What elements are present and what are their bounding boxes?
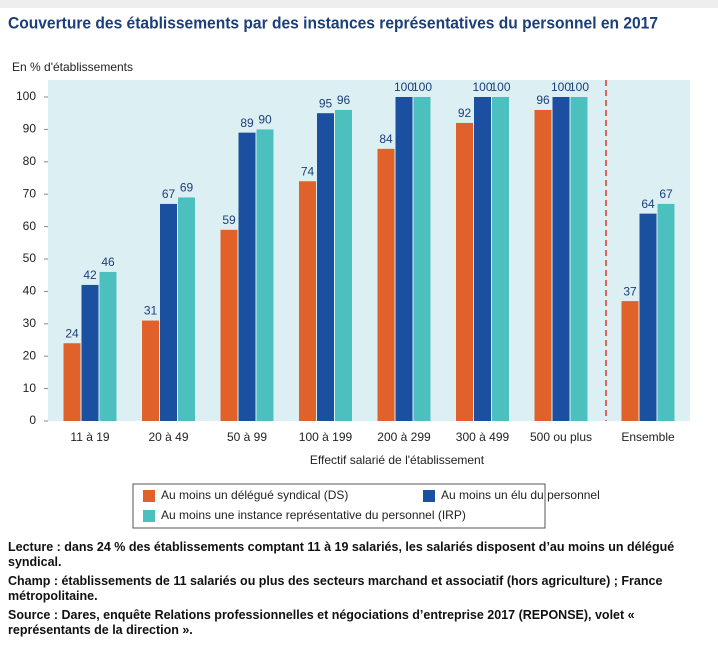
bar (657, 203, 675, 421)
y-tick-label: 10 (23, 381, 37, 395)
x-tick-label: 11 à 19 (70, 430, 109, 444)
bar (63, 343, 81, 421)
y-axis-label: En % d'établissements (12, 60, 133, 74)
value-label: 100 (490, 80, 510, 94)
bar (299, 181, 316, 421)
chart: Couverture des établissements par des in… (0, 0, 718, 529)
y-tick-label: 20 (23, 348, 37, 362)
bar (335, 109, 352, 422)
bar (621, 301, 639, 421)
bar (220, 229, 238, 421)
value-label: 31 (144, 304, 158, 318)
y-tick-label: 60 (23, 219, 37, 233)
x-tick-label: Ensemble (621, 430, 675, 444)
legend-label: Au moins une instance représentative du … (161, 508, 466, 522)
x-tick-label: 100 à 199 (299, 430, 353, 444)
value-label: 96 (337, 93, 351, 107)
value-label: 92 (458, 106, 472, 120)
value-label: 64 (641, 197, 655, 211)
legend-swatch (423, 490, 435, 502)
bar (256, 129, 274, 421)
bar (160, 203, 177, 421)
y-tick-label: 100 (16, 89, 36, 103)
legend-swatch (143, 510, 155, 522)
value-label: 90 (258, 113, 272, 127)
value-label: 100 (569, 80, 589, 94)
value-label: 37 (623, 284, 637, 298)
bar (142, 320, 159, 421)
legend (132, 483, 546, 529)
note: Champ : établissements de 11 salariés ou… (8, 574, 663, 603)
chart-title: Couverture des établissements par des in… (8, 13, 658, 32)
bar (492, 97, 509, 421)
bar (317, 113, 334, 421)
bar (238, 132, 256, 421)
bar (413, 97, 431, 421)
bar (456, 122, 473, 422)
x-axis-label: Effectif salarié de l'établissement (310, 453, 485, 467)
y-tick-label: 50 (23, 251, 37, 265)
bar (395, 97, 413, 421)
bar (178, 197, 195, 421)
y-tick-label: 0 (29, 413, 36, 427)
x-tick-label: 500 ou plus (530, 430, 592, 444)
value-label: 24 (65, 326, 79, 340)
legend-label: Au moins un élu du personnel (441, 488, 600, 502)
note: Source : Dares, enquête Relations profes… (8, 608, 635, 637)
value-label: 46 (101, 255, 115, 269)
value-label: 42 (83, 268, 97, 282)
x-tick-label: 300 à 499 (456, 430, 510, 444)
bar (81, 284, 99, 421)
y-tick-label: 40 (23, 284, 37, 298)
x-tick-label: 200 à 299 (377, 430, 431, 444)
value-label: 69 (180, 181, 194, 195)
value-label: 100 (551, 80, 571, 94)
note: Lecture : dans 24 % des établissements c… (8, 540, 675, 569)
value-label: 96 (536, 93, 550, 107)
value-label: 67 (659, 187, 673, 201)
bar (99, 271, 117, 421)
x-tick-label: 20 à 49 (148, 430, 188, 444)
legend-swatch (143, 490, 155, 502)
notes: Lecture : dans 24 % des établissements c… (8, 540, 708, 642)
value-label: 74 (301, 164, 315, 178)
bar (639, 213, 657, 421)
y-tick-label: 30 (23, 316, 37, 330)
value-label: 100 (472, 80, 492, 94)
value-label: 67 (162, 187, 176, 201)
y-tick-label: 70 (23, 186, 37, 200)
y-tick-label: 90 (23, 122, 37, 136)
bar (474, 97, 491, 421)
value-label: 100 (394, 80, 414, 94)
y-tick-label: 80 (23, 154, 37, 168)
value-label: 95 (319, 96, 333, 110)
legend-label: Au moins un délégué syndical (DS) (161, 488, 348, 502)
x-tick-label: 50 à 99 (227, 430, 267, 444)
bar (552, 97, 570, 421)
bar (534, 109, 552, 422)
value-label: 100 (412, 80, 432, 94)
value-label: 59 (222, 213, 236, 227)
top-band (0, 0, 718, 8)
value-label: 89 (240, 116, 254, 130)
bar (570, 97, 588, 421)
value-label: 84 (379, 132, 393, 146)
bar (377, 148, 395, 421)
